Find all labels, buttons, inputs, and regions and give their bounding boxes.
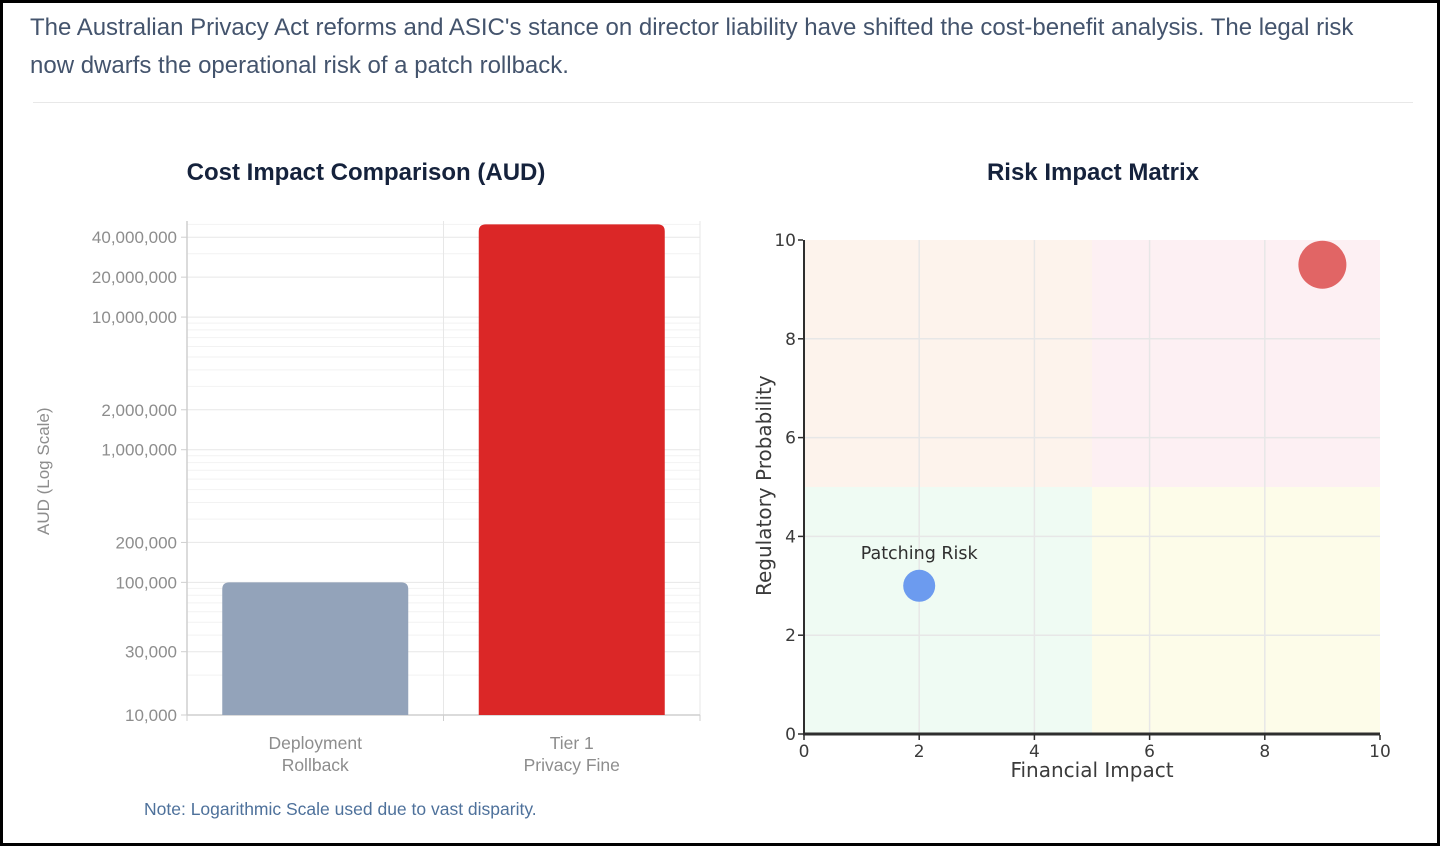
divider xyxy=(33,102,1413,103)
scatter-x-axis-label: Financial Impact xyxy=(1010,758,1174,782)
svg-text:10,000: 10,000 xyxy=(125,706,177,725)
scatter-chart-title: Risk Impact Matrix xyxy=(986,159,1200,186)
svg-text:8: 8 xyxy=(1259,742,1270,762)
svg-text:6: 6 xyxy=(1144,742,1155,762)
svg-text:100,000: 100,000 xyxy=(116,573,177,592)
cost-impact-bar-chart: 10,000 30,000 100,000 200,000 1,000,000 2,000… xyxy=(92,221,701,775)
svg-text:10,000,000: 10,000,000 xyxy=(92,308,177,327)
svg-text:4: 4 xyxy=(1029,742,1040,762)
bar-chart-title: Cost Impact Comparison (AUD) xyxy=(186,159,546,186)
svg-text:10: 10 xyxy=(1369,742,1391,762)
svg-text:Patching Risk: Patching Risk xyxy=(861,544,979,564)
svg-text:0: 0 xyxy=(785,725,796,745)
svg-text:4: 4 xyxy=(785,527,796,547)
svg-text:0: 0 xyxy=(799,742,810,762)
log-scale-note: Note: Logarithmic Scale used due to vast… xyxy=(144,799,537,819)
svg-text:30,000: 30,000 xyxy=(125,643,177,662)
svg-text:2: 2 xyxy=(914,742,925,762)
svg-text:2: 2 xyxy=(785,626,796,646)
summary-text: The Australian Privacy Act reforms and A… xyxy=(30,14,1354,79)
svg-text:10: 10 xyxy=(774,231,796,251)
svg-text:200,000: 200,000 xyxy=(116,533,177,552)
svg-text:2,000,000: 2,000,000 xyxy=(101,401,177,420)
svg-text:20,000,000: 20,000,000 xyxy=(92,268,177,287)
svg-text:40,000,000: 40,000,000 xyxy=(92,228,177,247)
svg-text:8: 8 xyxy=(785,330,796,350)
svg-text:6: 6 xyxy=(785,429,796,449)
risk-impact-matrix-chart: 0 2 4 6 8 10 0 2 4 6 8 10 Patching Risk xyxy=(774,231,1391,762)
svg-text:1,000,000: 1,000,000 xyxy=(101,441,177,460)
